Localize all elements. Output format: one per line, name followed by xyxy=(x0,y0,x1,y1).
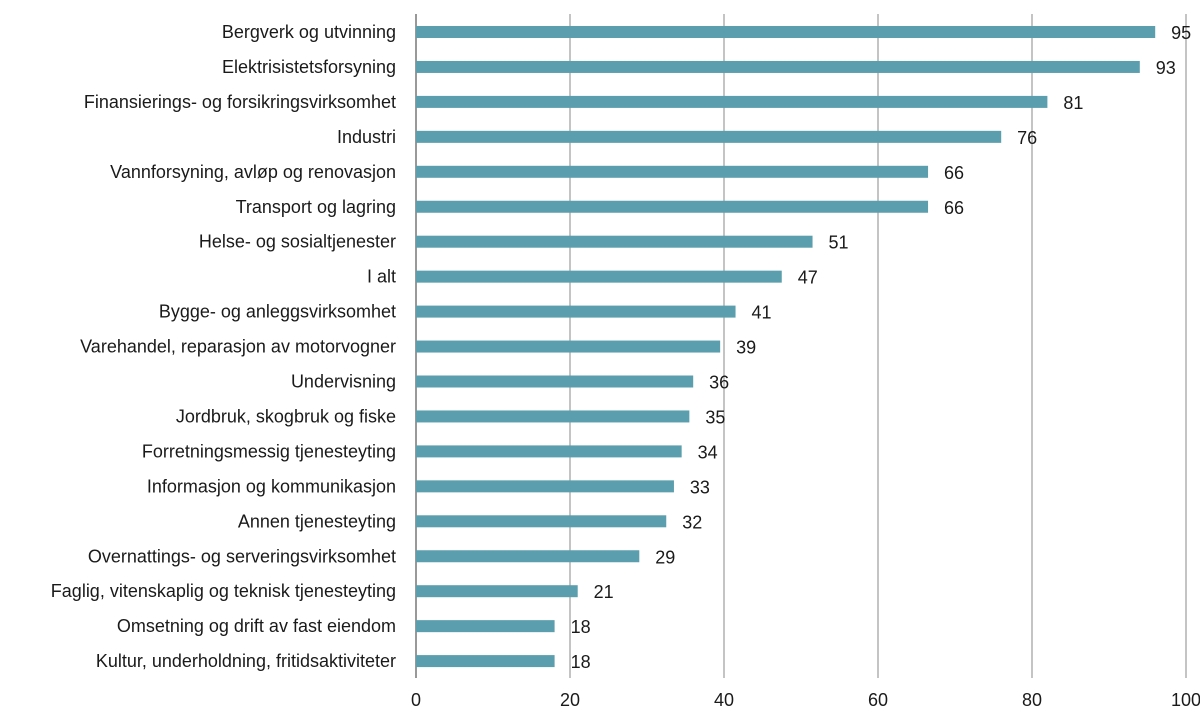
category-label: Forretningsmessig tjenesteyting xyxy=(142,441,396,461)
bar xyxy=(416,235,813,248)
category-label: Bergverk og utvinning xyxy=(222,22,396,42)
x-tick-label: 0 xyxy=(411,690,421,710)
value-label: 35 xyxy=(705,407,725,427)
bar xyxy=(416,515,667,528)
value-label: 95 xyxy=(1171,23,1191,43)
category-label: Annen tjenesteyting xyxy=(238,511,396,531)
category-label: Transport og lagring xyxy=(236,197,396,217)
gridlines xyxy=(415,14,1187,678)
category-label: Kultur, underholdning, fritidsaktivitete… xyxy=(96,651,396,671)
value-label: 76 xyxy=(1017,128,1037,148)
category-label: I alt xyxy=(367,267,396,287)
bar xyxy=(416,550,640,563)
value-label: 51 xyxy=(829,233,849,253)
category-label: Vannforsyning, avløp og renovasjon xyxy=(110,162,396,182)
category-label: Helse- og sosialtjenester xyxy=(199,232,396,252)
value-label: 81 xyxy=(1063,93,1083,113)
bar xyxy=(416,60,1140,73)
value-label: 39 xyxy=(736,338,756,358)
value-label: 41 xyxy=(752,303,772,323)
bar xyxy=(416,305,736,318)
value-label: 18 xyxy=(571,617,591,637)
bar xyxy=(416,340,721,353)
value-label: 21 xyxy=(594,582,614,602)
bar xyxy=(416,655,555,668)
bar xyxy=(416,480,674,493)
category-label: Varehandel, reparasjon av motorvogner xyxy=(80,337,396,357)
category-label: Finansierings- og forsikringsvirksomhet xyxy=(84,92,396,112)
value-label: 32 xyxy=(682,512,702,532)
x-tick-label: 60 xyxy=(868,690,888,710)
x-tick-label: 100 xyxy=(1171,690,1200,710)
x-tick-label: 20 xyxy=(560,690,580,710)
x-tick-label: 40 xyxy=(714,690,734,710)
value-label: 36 xyxy=(709,373,729,393)
x-tick-label: 80 xyxy=(1022,690,1042,710)
category-label: Omsetning og drift av fast eiendom xyxy=(117,616,396,636)
bar xyxy=(416,585,578,598)
category-label: Industri xyxy=(337,127,396,147)
bars xyxy=(416,26,1156,668)
bar xyxy=(416,375,694,388)
value-label: 66 xyxy=(944,163,964,183)
value-label: 18 xyxy=(571,652,591,672)
x-axis-ticks: 0 20 40 60 80 100 xyxy=(411,690,1200,710)
value-label: 93 xyxy=(1156,58,1176,78)
bar xyxy=(416,445,682,458)
value-label: 29 xyxy=(655,547,675,567)
bar xyxy=(416,270,782,283)
category-label: Overnattings- og serveringsvirksomhet xyxy=(88,546,396,566)
category-label: Elektrisistetsforsyning xyxy=(222,57,396,77)
category-label: Jordbruk, skogbruk og fiske xyxy=(176,406,396,426)
bar xyxy=(416,130,1002,143)
category-label: Bygge- og anleggsvirksomhet xyxy=(159,302,396,322)
value-label: 66 xyxy=(944,198,964,218)
value-label: 47 xyxy=(798,268,818,288)
bar xyxy=(416,410,690,423)
bar xyxy=(416,26,1156,38)
bar xyxy=(416,620,555,633)
bar xyxy=(416,165,929,178)
category-label: Undervisning xyxy=(291,372,396,392)
category-labels: Bergverk og utvinning Elektrisistetsforsy… xyxy=(51,22,396,671)
bar xyxy=(416,200,929,213)
value-label: 34 xyxy=(698,442,718,462)
category-label: Faglig, vitenskaplig og teknisk tjeneste… xyxy=(51,581,396,601)
category-label: Informasjon og kommunikasjon xyxy=(147,476,396,496)
value-label: 33 xyxy=(690,477,710,497)
bar xyxy=(416,95,1048,108)
